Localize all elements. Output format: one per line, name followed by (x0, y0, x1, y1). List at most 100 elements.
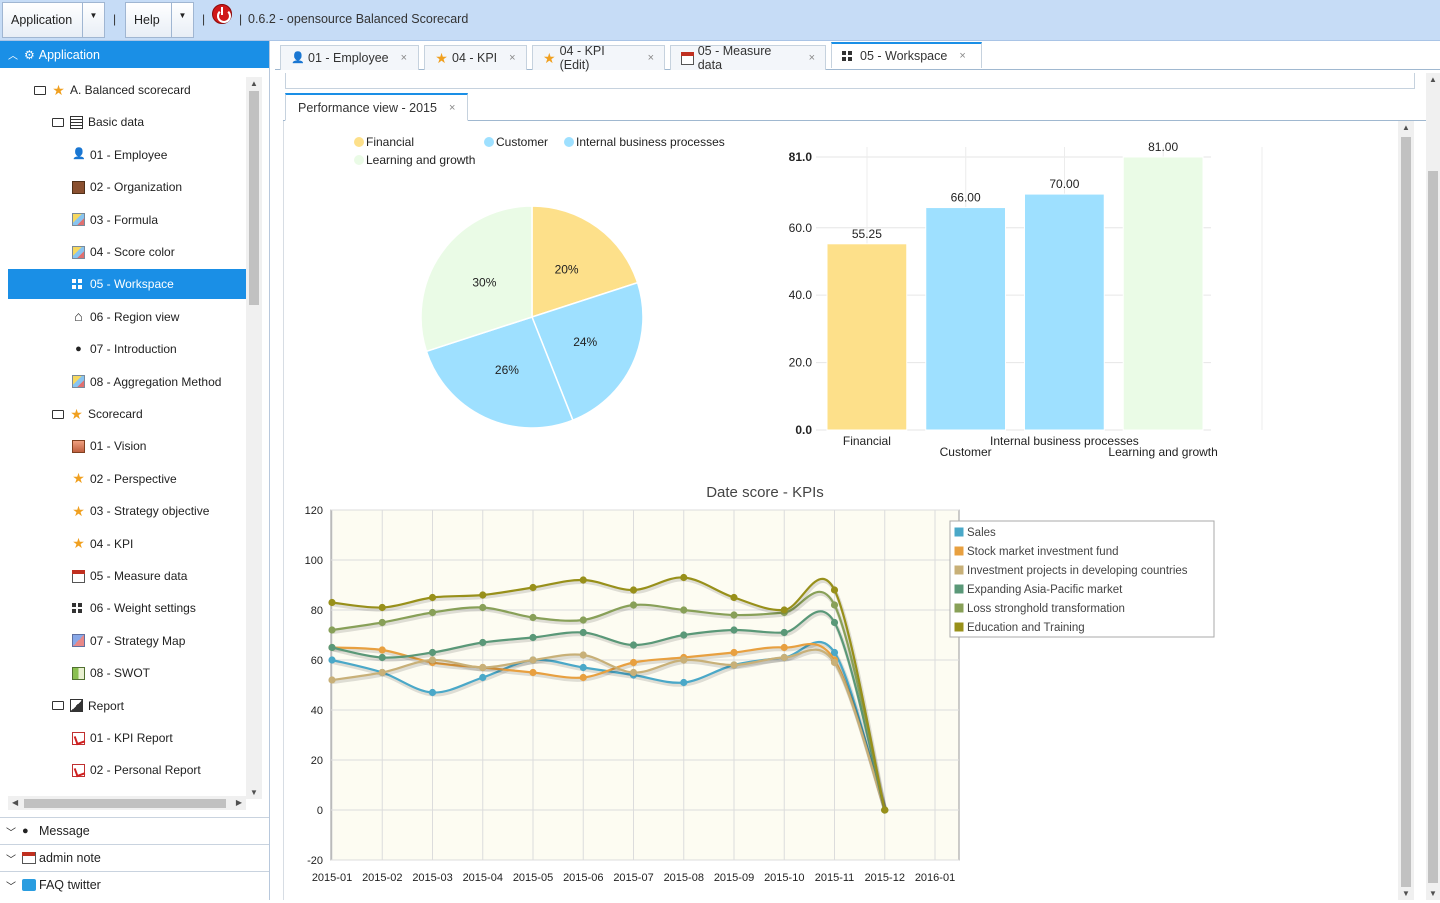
series-point[interactable] (479, 663, 487, 672)
series-point[interactable] (680, 656, 688, 664)
application-dropdown-chevron-icon[interactable]: ▼ (82, 3, 104, 37)
outer-vertical-scrollbar[interactable]: ▲ ▼ (1426, 73, 1440, 900)
series-point[interactable] (730, 648, 738, 657)
series-point[interactable] (579, 576, 587, 584)
series-point[interactable] (881, 806, 889, 814)
collapse-chevron-icon[interactable]: ︿ (8, 51, 18, 62)
help-menu-button[interactable]: Help ▼ (125, 2, 194, 38)
tree-item-02-perspective[interactable]: ★ 02 - Perspective (0, 464, 246, 494)
bar[interactable] (1024, 193, 1105, 431)
close-icon[interactable]: × (400, 52, 408, 64)
tree-item-07-introduction[interactable]: ● 07 - Introduction (0, 334, 246, 364)
series-point[interactable] (780, 606, 788, 614)
series-point[interactable] (629, 668, 638, 677)
tab-05-workspace[interactable]: 05 - Workspace × (831, 42, 982, 68)
content-scroll-thumb[interactable] (1401, 137, 1411, 887)
close-icon[interactable]: × (808, 52, 815, 64)
line-legend-item[interactable]: Stock market investment fund (953, 545, 1118, 558)
tree-item-07-strategy-map[interactable]: 07 - Strategy Map (0, 626, 246, 656)
power-icon[interactable] (212, 4, 232, 24)
line-legend-item[interactable]: Expanding Asia-Pacific market (953, 583, 1123, 596)
folder-icon[interactable] (34, 85, 46, 95)
series-point[interactable] (730, 593, 738, 602)
series-point[interactable] (830, 648, 839, 657)
scroll-up-arrow-icon[interactable]: ▲ (1429, 75, 1437, 84)
application-menu-button[interactable]: Application ▼ (2, 2, 105, 38)
series-point[interactable] (629, 658, 638, 667)
series-point[interactable] (680, 631, 688, 639)
tree-item-06-region-view[interactable]: ⌂ 06 - Region view (0, 302, 246, 332)
tree-item-a-balanced-scorecard[interactable]: ★ A. Balanced scorecard (0, 75, 246, 105)
series-point[interactable] (479, 591, 487, 599)
pie-legend-item[interactable]: Internal business processes (564, 135, 725, 149)
tab-performance-view[interactable]: Performance view - 2015 × (285, 93, 469, 121)
tree-horizontal-scrollbar[interactable]: ◀ ▶ (8, 796, 246, 810)
series-point[interactable] (579, 673, 587, 682)
series-point[interactable] (830, 586, 839, 594)
close-icon[interactable]: × (647, 52, 654, 64)
scroll-right-arrow-icon[interactable]: ▶ (235, 798, 242, 807)
line-legend-item[interactable]: Sales (953, 526, 996, 539)
tree-item-06-weight-settings[interactable]: 06 - Weight settings (0, 593, 246, 623)
series-point[interactable] (479, 603, 487, 612)
series-point[interactable] (428, 688, 437, 697)
scroll-up-arrow-icon[interactable]: ▲ (1402, 123, 1410, 132)
tree-item-05-measure-data[interactable]: 05 - Measure data (0, 561, 246, 591)
series-point[interactable] (328, 626, 336, 634)
outer-scroll-thumb[interactable] (1428, 171, 1438, 883)
series-point[interactable] (328, 643, 336, 652)
tree-item-02-organization[interactable]: 02 - Organization (0, 172, 246, 202)
series-point[interactable] (830, 618, 839, 627)
tree-item-01-vision[interactable]: 01 - Vision (0, 431, 246, 461)
series-point[interactable] (479, 638, 487, 647)
tree-item-report[interactable]: Report (0, 691, 246, 721)
close-icon[interactable]: × (509, 52, 516, 64)
scroll-down-arrow-icon[interactable]: ▼ (250, 788, 258, 797)
series-point[interactable] (529, 613, 537, 622)
series-point[interactable] (680, 573, 688, 582)
tree-item-08-aggregation-method[interactable]: 08 - Aggregation Method (0, 367, 246, 397)
series-point[interactable] (529, 583, 537, 592)
tree-item-02-personal-report[interactable]: 02 - Personal Report (0, 755, 246, 785)
series-point[interactable] (830, 601, 839, 609)
series-point[interactable] (428, 648, 437, 657)
pie-slice[interactable] (420, 205, 533, 353)
help-dropdown-chevron-icon[interactable]: ▼ (171, 3, 193, 37)
bar[interactable] (925, 207, 1006, 431)
series-point[interactable] (730, 626, 738, 634)
pie-legend-item[interactable]: Customer (484, 135, 548, 149)
accordion-message[interactable]: ﹀ ● Message (0, 817, 269, 844)
tree-item-03-formula[interactable]: 03 - Formula (0, 205, 246, 235)
bar[interactable] (1122, 156, 1204, 431)
tab-01-employee[interactable]: 👤 01 - Employee × (280, 45, 419, 70)
pie-legend-item[interactable]: Learning and growth (354, 153, 475, 167)
folder-icon[interactable] (52, 701, 64, 711)
tree-item-scorecard[interactable]: ★ Scorecard (0, 399, 246, 429)
series-point[interactable] (378, 603, 386, 612)
scroll-left-arrow-icon[interactable]: ◀ (12, 798, 19, 807)
series-point[interactable] (579, 616, 587, 624)
tab-05-measure-data[interactable]: 05 - Measure data × (670, 44, 826, 72)
tree-hscroll-thumb[interactable] (24, 799, 226, 808)
tree-item-08-swot[interactable]: 08 - SWOT (0, 658, 246, 688)
folder-icon[interactable] (52, 409, 64, 419)
series-point[interactable] (629, 641, 638, 649)
series-point[interactable] (680, 606, 688, 614)
scroll-down-arrow-icon[interactable]: ▼ (1402, 889, 1410, 898)
series-point[interactable] (328, 656, 336, 664)
series-point[interactable] (579, 651, 587, 659)
series-point[interactable] (378, 646, 386, 654)
line-legend-item[interactable]: Loss stronghold transformation (953, 602, 1125, 615)
series-point[interactable] (428, 593, 437, 602)
close-icon[interactable]: × (959, 50, 966, 62)
expand-chevron-icon[interactable]: ﹀ (6, 827, 16, 839)
series-point[interactable] (730, 661, 738, 669)
series-point[interactable] (629, 601, 638, 609)
tab-04-kpi-edit[interactable]: ★ 04 - KPI (Edit) × (532, 44, 665, 72)
series-point[interactable] (730, 611, 738, 619)
series-point[interactable] (378, 668, 386, 677)
pie-legend-item[interactable]: Financial (354, 135, 414, 149)
tree-item-04-kpi[interactable]: ★ 04 - KPI (0, 529, 246, 559)
series-point[interactable] (780, 643, 788, 652)
accordion-admin-note[interactable]: ﹀ admin note (0, 844, 269, 871)
